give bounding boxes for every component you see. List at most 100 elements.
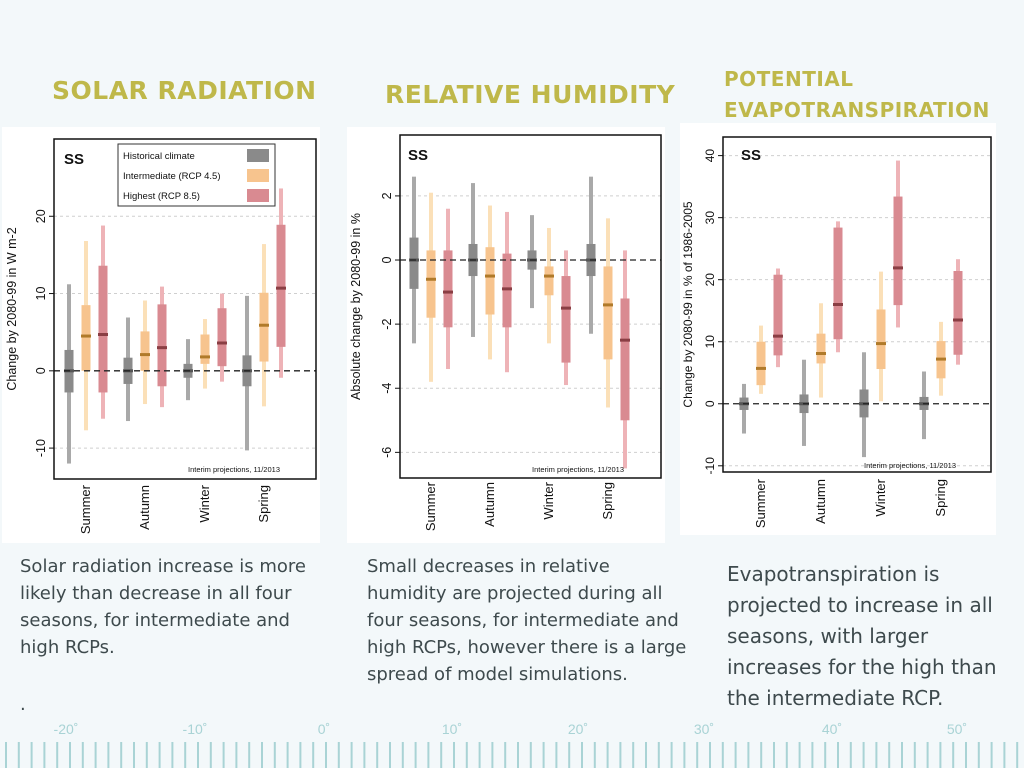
c2-rcp85-median — [561, 307, 571, 310]
c2-rcp85-median — [620, 339, 630, 342]
c3-rcp45-median — [936, 358, 946, 361]
c2-y-tick-label: 2 — [380, 192, 394, 199]
c2-rcp45-iqr — [545, 266, 554, 295]
c1-rcp85-iqr — [277, 225, 286, 347]
c2-y-tick-label: -6 — [380, 447, 394, 458]
c3-historical-box — [919, 372, 929, 440]
relative-humidity-header: RELATIVE HUMIDITY — [385, 80, 675, 109]
c1-category-label: Winter — [197, 484, 212, 522]
solar-radiation-description-extra: . — [20, 694, 26, 715]
c3-y-tick-label: -10 — [703, 457, 717, 475]
c2-historical-iqr — [410, 238, 419, 289]
c3-rcp45-median — [876, 342, 886, 345]
temperature-ruler: -20˚ -10˚ 0˚ 10˚ 20˚ 30˚ 40˚ 50˚ — [0, 715, 1024, 768]
c3-rcp45-iqr — [817, 334, 826, 364]
c2-y-tick-label: -4 — [380, 383, 394, 394]
c1-historical-box — [183, 339, 193, 400]
solar-radiation-chart: Summer Autumn Winter Spring -10 0 10 20 Change b… — [2, 127, 320, 543]
evapotranspiration-header-line2: EVAPOTRANSPIRATION — [724, 98, 990, 122]
c3-rcp85-iqr — [834, 228, 843, 340]
c1-category-label: Summer — [78, 484, 93, 534]
c3-rcp85-median — [833, 303, 843, 306]
c1-historical-box — [242, 296, 252, 451]
c1-legend-label: Intermediate (RCP 4.5) — [123, 171, 221, 182]
ruler-label: 40˚ — [822, 721, 842, 737]
c3-rcp85-median — [773, 335, 783, 338]
c1-legend-label: Highest (RCP 8.5) — [123, 191, 200, 202]
c2-rcp45-iqr — [604, 266, 613, 359]
c2-footnote: Interim projections, 11/2013 — [532, 465, 624, 474]
c1-rcp85-iqr — [218, 308, 227, 366]
ruler-label: 50˚ — [947, 721, 967, 737]
c2-rcp85-box — [443, 209, 453, 369]
c2-y-tick-label: 0 — [380, 256, 394, 263]
c3-rcp85-box — [833, 221, 843, 352]
relative-humidity-description: Small decreases in relative humidity are… — [367, 553, 692, 688]
solar-radiation-plot: Summer Autumn Winter Spring -10 0 10 20 Change b… — [2, 127, 320, 543]
c3-rcp85-box — [773, 269, 783, 368]
c1-legend: Historical climate Intermediate (RCP 4.5)… — [118, 144, 275, 206]
c1-y-tick-label: 10 — [34, 287, 48, 301]
c2-category-label: Spring — [600, 482, 615, 520]
solar-radiation-description: Solar radiation increase is more likely … — [20, 553, 320, 661]
c3-historical-box — [859, 352, 869, 457]
c3-rcp45-box — [756, 326, 766, 394]
c2-rcp85-box — [502, 212, 512, 372]
c3-rcp45-median — [816, 352, 826, 355]
c3-footnote: Interim projections, 11/2013 — [864, 461, 956, 470]
c2-rcp45-box — [426, 193, 436, 382]
c3-category-label: Autumn — [813, 479, 828, 524]
c1-rcp45-median — [140, 353, 150, 356]
c1-rcp45-median — [200, 355, 210, 358]
c3-rcp85-iqr — [954, 271, 963, 355]
c1-rcp85-box — [217, 294, 227, 382]
c3-category-label: Summer — [753, 478, 768, 528]
evapotranspiration-chart: Summer Autumn Winter Spring -10 0 10 20 30 40 Chan… — [680, 123, 996, 535]
c1-legend-swatch — [247, 169, 269, 182]
c2-category-label: Autumn — [482, 482, 497, 527]
c3-rcp85-box — [893, 161, 903, 328]
c1-rcp85-box — [157, 287, 167, 408]
c3-historical-box — [799, 360, 809, 446]
c1-rcp45-box — [140, 301, 150, 405]
c3-rcp45-median — [756, 367, 766, 370]
solar-radiation-header: SOLAR RADIATION — [52, 76, 317, 105]
c1-y-tick-label: -10 — [34, 439, 48, 457]
c1-rcp85-median — [157, 346, 167, 349]
c2-rcp85-box — [620, 250, 630, 468]
c2-rcp45-box — [485, 206, 495, 360]
c2-y-tick-label: -2 — [380, 319, 394, 330]
c3-y-axis-label: Change by 2080-99 in % of 1986-2005 — [681, 201, 695, 407]
c2-rcp45-box — [544, 228, 554, 343]
c1-legend-swatch — [247, 149, 269, 162]
c2-historical-box — [527, 215, 537, 308]
c3-y-tick-label: 30 — [703, 211, 717, 225]
c1-legend-label: Historical climate — [123, 151, 195, 162]
c2-rcp45-median — [426, 278, 436, 281]
c1-panel-label: SS — [64, 151, 84, 168]
c2-category-label: Winter — [541, 481, 556, 519]
c1-category-label: Autumn — [137, 485, 152, 530]
evapotranspiration-plot: Summer Autumn Winter Spring-10010203040Chan… — [680, 123, 996, 535]
c2-rcp45-median — [485, 275, 495, 278]
c1-y-tick-label: 0 — [34, 367, 48, 374]
c3-rcp45-iqr — [877, 309, 886, 369]
c3-y-tick-label: 20 — [703, 273, 717, 287]
ruler-label: 0˚ — [318, 721, 330, 737]
c1-category-label: Spring — [256, 485, 271, 523]
c1-historical-box — [123, 318, 133, 422]
c2-rcp85-iqr — [444, 250, 453, 327]
ruler-label: 30˚ — [694, 721, 714, 737]
ruler-label: -20˚ — [54, 721, 79, 737]
c2-panel-label: SS — [408, 147, 428, 164]
c2-rcp85-iqr — [621, 298, 630, 420]
c3-y-tick-label: 0 — [703, 400, 717, 407]
c1-rcp45-median — [259, 324, 269, 327]
c3-panel-label: SS — [741, 147, 761, 164]
c2-rcp45-iqr — [486, 247, 495, 314]
ruler-label: 10˚ — [442, 721, 462, 737]
evapotranspiration-description: Evapotranspiration is projected to incre… — [727, 559, 1019, 714]
c1-legend-swatch — [247, 189, 269, 202]
c1-historical-box — [64, 284, 74, 463]
c3-rcp85-median — [953, 319, 963, 322]
